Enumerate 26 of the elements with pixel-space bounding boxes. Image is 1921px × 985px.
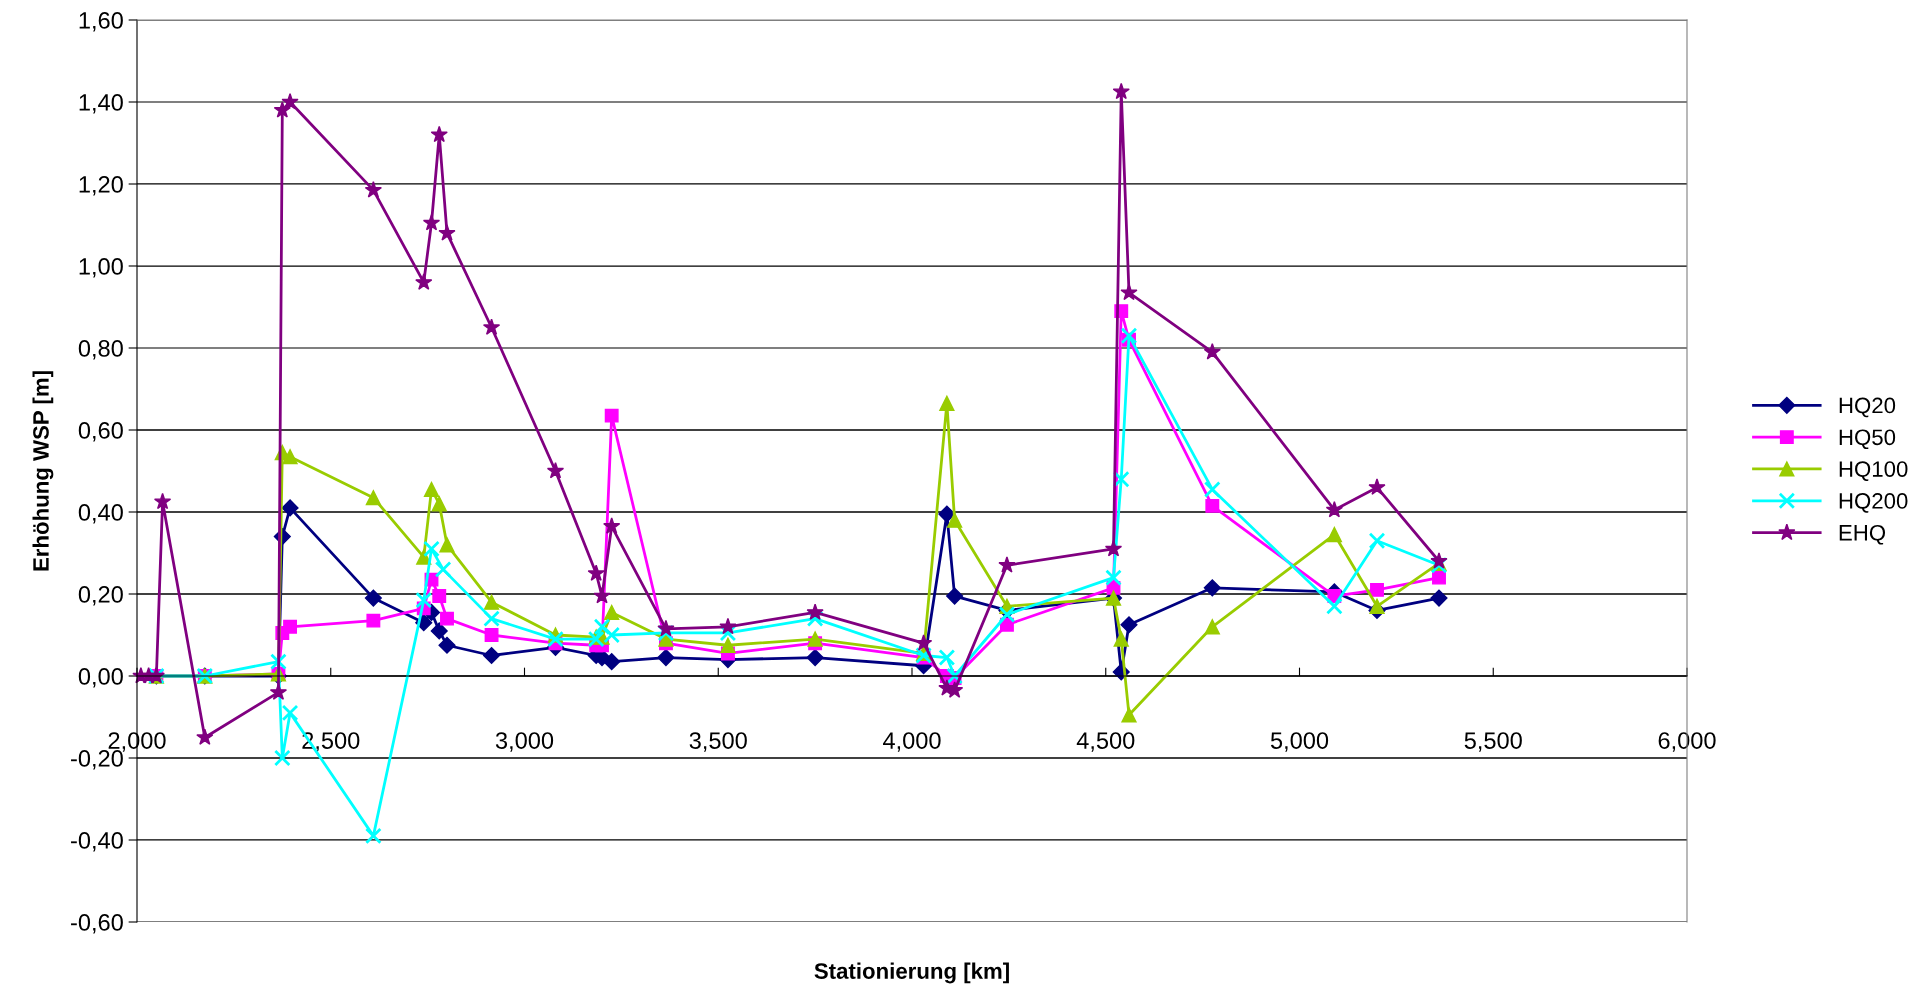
y-tick-label: 0,00 <box>78 668 123 688</box>
legend-label: HQ100 <box>1839 461 1908 481</box>
x-axis-title: Stationierung [km] <box>814 962 1009 984</box>
y-tick-label: 0,20 <box>78 586 123 606</box>
x-tick-label: 3,000 <box>495 732 554 752</box>
y-tick-label: -0,20 <box>71 750 123 770</box>
legend-label: EHQ <box>1839 524 1886 545</box>
legend-label: HQ20 <box>1839 397 1896 418</box>
y-tick-label: 1,60 <box>79 12 123 32</box>
legend-label: HQ200 <box>1839 493 1908 513</box>
x-tick-label: 6,000 <box>1658 732 1716 752</box>
x-tick-label: 4,000 <box>883 732 941 752</box>
y-tick-label: 0,40 <box>78 504 123 524</box>
y-tick-label: 0,80 <box>78 340 123 360</box>
x-tick-label: 4,500 <box>1076 732 1135 752</box>
y-tick-label: 1,20 <box>79 176 123 196</box>
y-tick-label: 1,40 <box>79 94 123 114</box>
legend-label: HQ50 <box>1839 429 1896 450</box>
y-tick-label: -0,40 <box>71 832 123 852</box>
y-tick-label: 1,00 <box>79 258 123 278</box>
x-tick-label: 5,500 <box>1464 732 1522 752</box>
x-tick-label: 3,500 <box>689 732 747 752</box>
y-tick-label: -0,60 <box>71 914 123 934</box>
y-axis-title: Erhöhung WSP [m] <box>32 371 54 571</box>
x-tick-label: 5,000 <box>1270 732 1329 752</box>
y-tick-label: 0,60 <box>78 422 123 442</box>
